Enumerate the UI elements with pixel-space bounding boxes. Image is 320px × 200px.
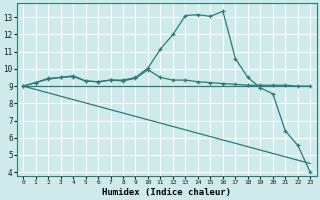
X-axis label: Humidex (Indice chaleur): Humidex (Indice chaleur) (102, 188, 231, 197)
